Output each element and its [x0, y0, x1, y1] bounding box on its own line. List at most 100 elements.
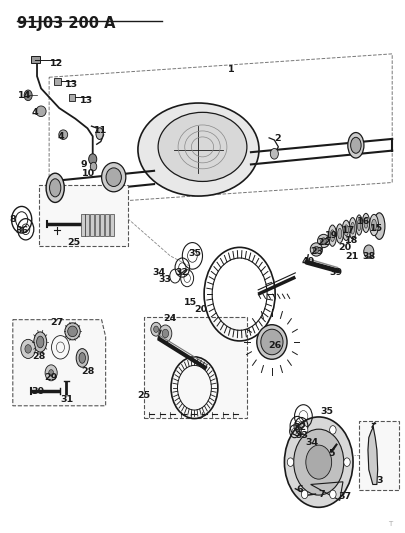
Text: 35: 35	[188, 249, 201, 258]
Text: 8: 8	[9, 215, 16, 224]
Ellipse shape	[46, 173, 64, 203]
Circle shape	[159, 325, 172, 342]
Text: 13: 13	[65, 80, 78, 89]
Ellipse shape	[34, 332, 47, 352]
Bar	[81, 214, 85, 236]
Text: 35: 35	[320, 407, 333, 416]
Ellipse shape	[344, 225, 348, 236]
Circle shape	[330, 490, 336, 498]
Ellipse shape	[321, 238, 326, 244]
Ellipse shape	[364, 217, 368, 228]
Ellipse shape	[106, 168, 121, 187]
Text: 11: 11	[94, 126, 107, 135]
Ellipse shape	[338, 228, 342, 239]
Text: 33: 33	[159, 275, 172, 284]
Ellipse shape	[138, 103, 259, 196]
Text: 10: 10	[82, 169, 95, 179]
Ellipse shape	[342, 220, 350, 240]
Ellipse shape	[49, 179, 61, 197]
Circle shape	[287, 458, 294, 466]
Text: 30: 30	[32, 387, 45, 396]
Ellipse shape	[68, 326, 77, 337]
Ellipse shape	[370, 214, 379, 236]
Polygon shape	[368, 427, 378, 484]
FancyBboxPatch shape	[359, 421, 399, 490]
Text: 12: 12	[50, 59, 63, 68]
Text: 26: 26	[269, 341, 282, 350]
Text: 36: 36	[15, 226, 28, 235]
Text: 25: 25	[68, 238, 81, 247]
Text: 15: 15	[369, 224, 383, 233]
Text: 6: 6	[296, 485, 303, 494]
Polygon shape	[13, 320, 106, 406]
Ellipse shape	[336, 224, 343, 243]
Text: 14: 14	[18, 91, 32, 100]
Text: 32: 32	[175, 269, 188, 277]
Circle shape	[25, 345, 31, 353]
Bar	[100, 214, 104, 236]
Ellipse shape	[318, 235, 330, 248]
Circle shape	[306, 445, 332, 479]
Text: 39: 39	[329, 269, 342, 277]
Circle shape	[90, 163, 97, 171]
Circle shape	[151, 322, 161, 336]
Ellipse shape	[79, 353, 85, 364]
Text: 34: 34	[305, 439, 318, 448]
Text: 34: 34	[152, 269, 166, 277]
Text: 22: 22	[317, 238, 330, 247]
Text: 2: 2	[274, 134, 281, 143]
Circle shape	[301, 426, 308, 434]
Circle shape	[49, 369, 53, 376]
Ellipse shape	[372, 219, 377, 231]
Ellipse shape	[362, 213, 370, 232]
Text: 37: 37	[338, 491, 351, 500]
Circle shape	[24, 90, 32, 101]
Text: 17: 17	[342, 226, 355, 235]
Circle shape	[153, 326, 158, 333]
Text: 31: 31	[60, 395, 73, 404]
Bar	[85, 214, 90, 236]
Text: 4: 4	[57, 132, 64, 141]
Bar	[95, 214, 99, 236]
Text: 40: 40	[302, 257, 315, 265]
Text: 25: 25	[137, 391, 151, 400]
Text: 28: 28	[81, 367, 94, 376]
Text: 27: 27	[51, 318, 64, 327]
Ellipse shape	[328, 225, 337, 246]
Circle shape	[284, 417, 353, 507]
Circle shape	[45, 365, 57, 381]
Text: 15: 15	[184, 298, 197, 307]
Circle shape	[330, 426, 336, 434]
Text: 91J03 200 A: 91J03 200 A	[17, 15, 115, 30]
Text: 16: 16	[356, 217, 370, 227]
Ellipse shape	[313, 246, 319, 253]
FancyBboxPatch shape	[144, 317, 247, 418]
FancyBboxPatch shape	[39, 185, 128, 246]
Text: 4: 4	[32, 108, 38, 117]
Bar	[110, 214, 114, 236]
Text: 18: 18	[345, 237, 358, 246]
Text: 20: 20	[194, 304, 207, 313]
Ellipse shape	[374, 213, 385, 239]
Text: 38: 38	[362, 253, 375, 261]
Ellipse shape	[349, 217, 356, 239]
Ellipse shape	[158, 112, 247, 181]
Text: 9: 9	[80, 160, 87, 169]
Ellipse shape	[357, 220, 361, 231]
Text: 7: 7	[318, 489, 325, 498]
Bar	[105, 214, 109, 236]
Text: 32: 32	[294, 423, 307, 432]
Text: 33: 33	[295, 431, 308, 440]
Circle shape	[89, 154, 97, 165]
Text: 24: 24	[163, 314, 176, 323]
Ellipse shape	[36, 106, 46, 117]
Circle shape	[270, 149, 278, 159]
Text: 29: 29	[45, 373, 58, 382]
Ellipse shape	[59, 130, 68, 140]
Text: 20: 20	[338, 244, 351, 253]
Text: 19: 19	[325, 231, 338, 240]
Ellipse shape	[351, 222, 355, 234]
Circle shape	[162, 329, 168, 338]
Text: T: T	[388, 521, 392, 527]
Bar	[90, 214, 94, 236]
